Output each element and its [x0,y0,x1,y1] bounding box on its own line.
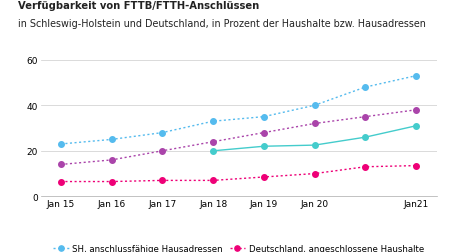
Text: in Schleswig-Holstein und Deutschland, in Prozent der Haushalte bzw. Hausadresse: in Schleswig-Holstein und Deutschland, i… [18,19,426,29]
Legend: SH, anschlussfähige Hausadressen, SH, angeschlossene Hausadressen, Deutschland, : SH, anschlussfähige Hausadressen, SH, an… [53,244,424,252]
Text: Verfügbarkeit von FTTB/FTTH-Anschlüssen: Verfügbarkeit von FTTB/FTTH-Anschlüssen [18,1,259,11]
